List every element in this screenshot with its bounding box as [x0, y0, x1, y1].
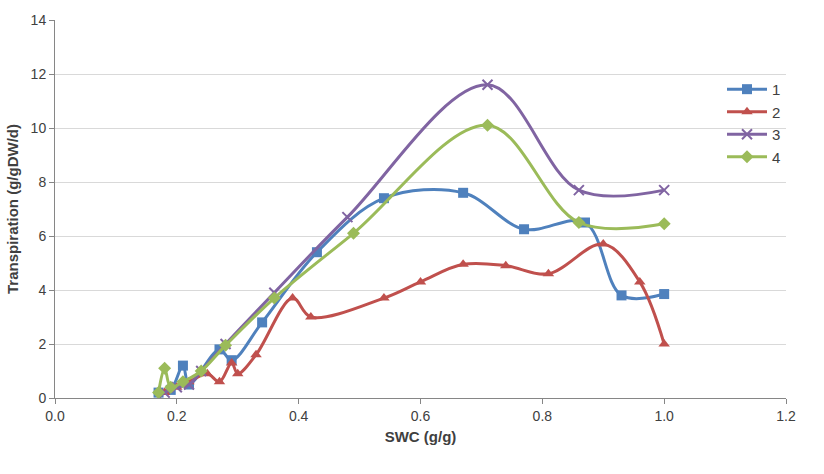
svg-text:4: 4: [772, 149, 780, 166]
svg-text:6: 6: [38, 228, 46, 244]
svg-text:1.0: 1.0: [654, 408, 674, 424]
svg-text:2: 2: [38, 336, 46, 352]
svg-text:0.4: 0.4: [289, 408, 309, 424]
svg-text:1.2: 1.2: [776, 408, 796, 424]
svg-text:SWC (g/g): SWC (g/g): [385, 428, 457, 445]
svg-text:12: 12: [31, 66, 47, 82]
svg-text:10: 10: [31, 120, 47, 136]
svg-text:2: 2: [772, 104, 780, 121]
svg-text:0.6: 0.6: [411, 408, 431, 424]
svg-text:Transpiration (g/gDW/d): Transpiration (g/gDW/d): [4, 124, 21, 294]
svg-text:0.2: 0.2: [167, 408, 187, 424]
svg-text:0: 0: [38, 390, 46, 406]
svg-text:3: 3: [772, 126, 780, 143]
svg-text:4: 4: [38, 282, 46, 298]
svg-text:0.0: 0.0: [45, 408, 65, 424]
svg-text:1: 1: [772, 81, 780, 98]
svg-text:8: 8: [38, 174, 46, 190]
svg-text:0.8: 0.8: [533, 408, 553, 424]
svg-text:14: 14: [31, 12, 47, 28]
